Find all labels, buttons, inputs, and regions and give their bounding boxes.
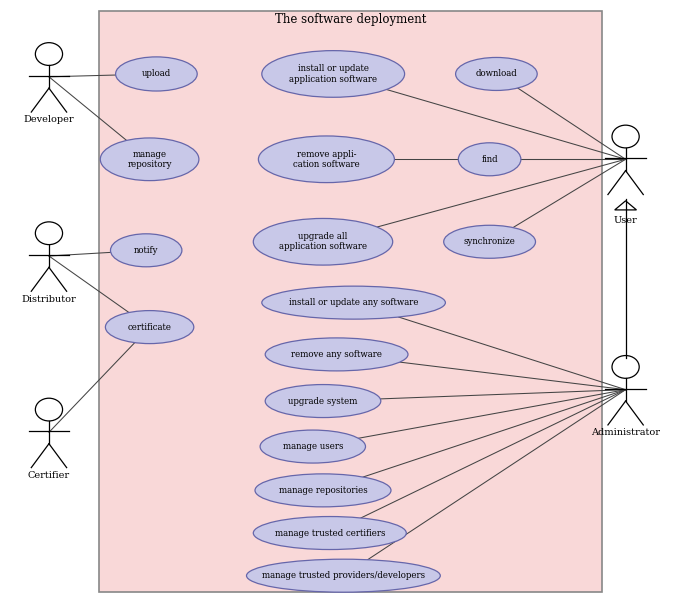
Text: Administrator: Administrator	[591, 428, 660, 437]
Ellipse shape	[265, 338, 408, 371]
Text: Certifier: Certifier	[28, 471, 70, 480]
FancyBboxPatch shape	[99, 11, 602, 592]
Text: manage trusted providers/developers: manage trusted providers/developers	[262, 571, 425, 580]
Text: manage users: manage users	[283, 442, 343, 451]
Ellipse shape	[110, 234, 182, 267]
Ellipse shape	[253, 218, 393, 265]
Text: User: User	[614, 216, 637, 224]
Text: find: find	[481, 155, 498, 164]
Text: manage trusted certifiers: manage trusted certifiers	[275, 528, 385, 537]
Ellipse shape	[262, 51, 405, 97]
Text: upgrade system: upgrade system	[288, 397, 358, 406]
Ellipse shape	[101, 138, 199, 181]
Ellipse shape	[258, 136, 394, 183]
Ellipse shape	[105, 311, 194, 344]
Text: manage repositories: manage repositories	[279, 486, 367, 495]
Text: download: download	[475, 69, 517, 78]
Ellipse shape	[253, 517, 407, 549]
Text: manage
repository: manage repository	[127, 150, 172, 169]
Ellipse shape	[260, 430, 366, 463]
Text: certificate: certificate	[128, 323, 171, 332]
Text: synchronize: synchronize	[464, 237, 515, 246]
Ellipse shape	[262, 286, 445, 319]
Text: Distributor: Distributor	[22, 295, 76, 304]
Text: install or update any software: install or update any software	[289, 298, 418, 307]
Text: remove any software: remove any software	[291, 350, 382, 359]
Text: install or update
application software: install or update application software	[289, 65, 377, 84]
Ellipse shape	[246, 559, 441, 592]
Text: Developer: Developer	[24, 116, 74, 124]
Text: upgrade all
application software: upgrade all application software	[279, 232, 367, 251]
Ellipse shape	[456, 57, 537, 90]
Ellipse shape	[458, 143, 521, 176]
Text: notify: notify	[134, 246, 158, 255]
Ellipse shape	[255, 474, 391, 507]
Ellipse shape	[443, 226, 536, 258]
Ellipse shape	[116, 57, 197, 91]
Ellipse shape	[265, 385, 381, 417]
Text: The software deployment: The software deployment	[275, 13, 426, 27]
Text: upload: upload	[141, 69, 171, 78]
Text: remove appli-
cation software: remove appli- cation software	[293, 150, 360, 169]
